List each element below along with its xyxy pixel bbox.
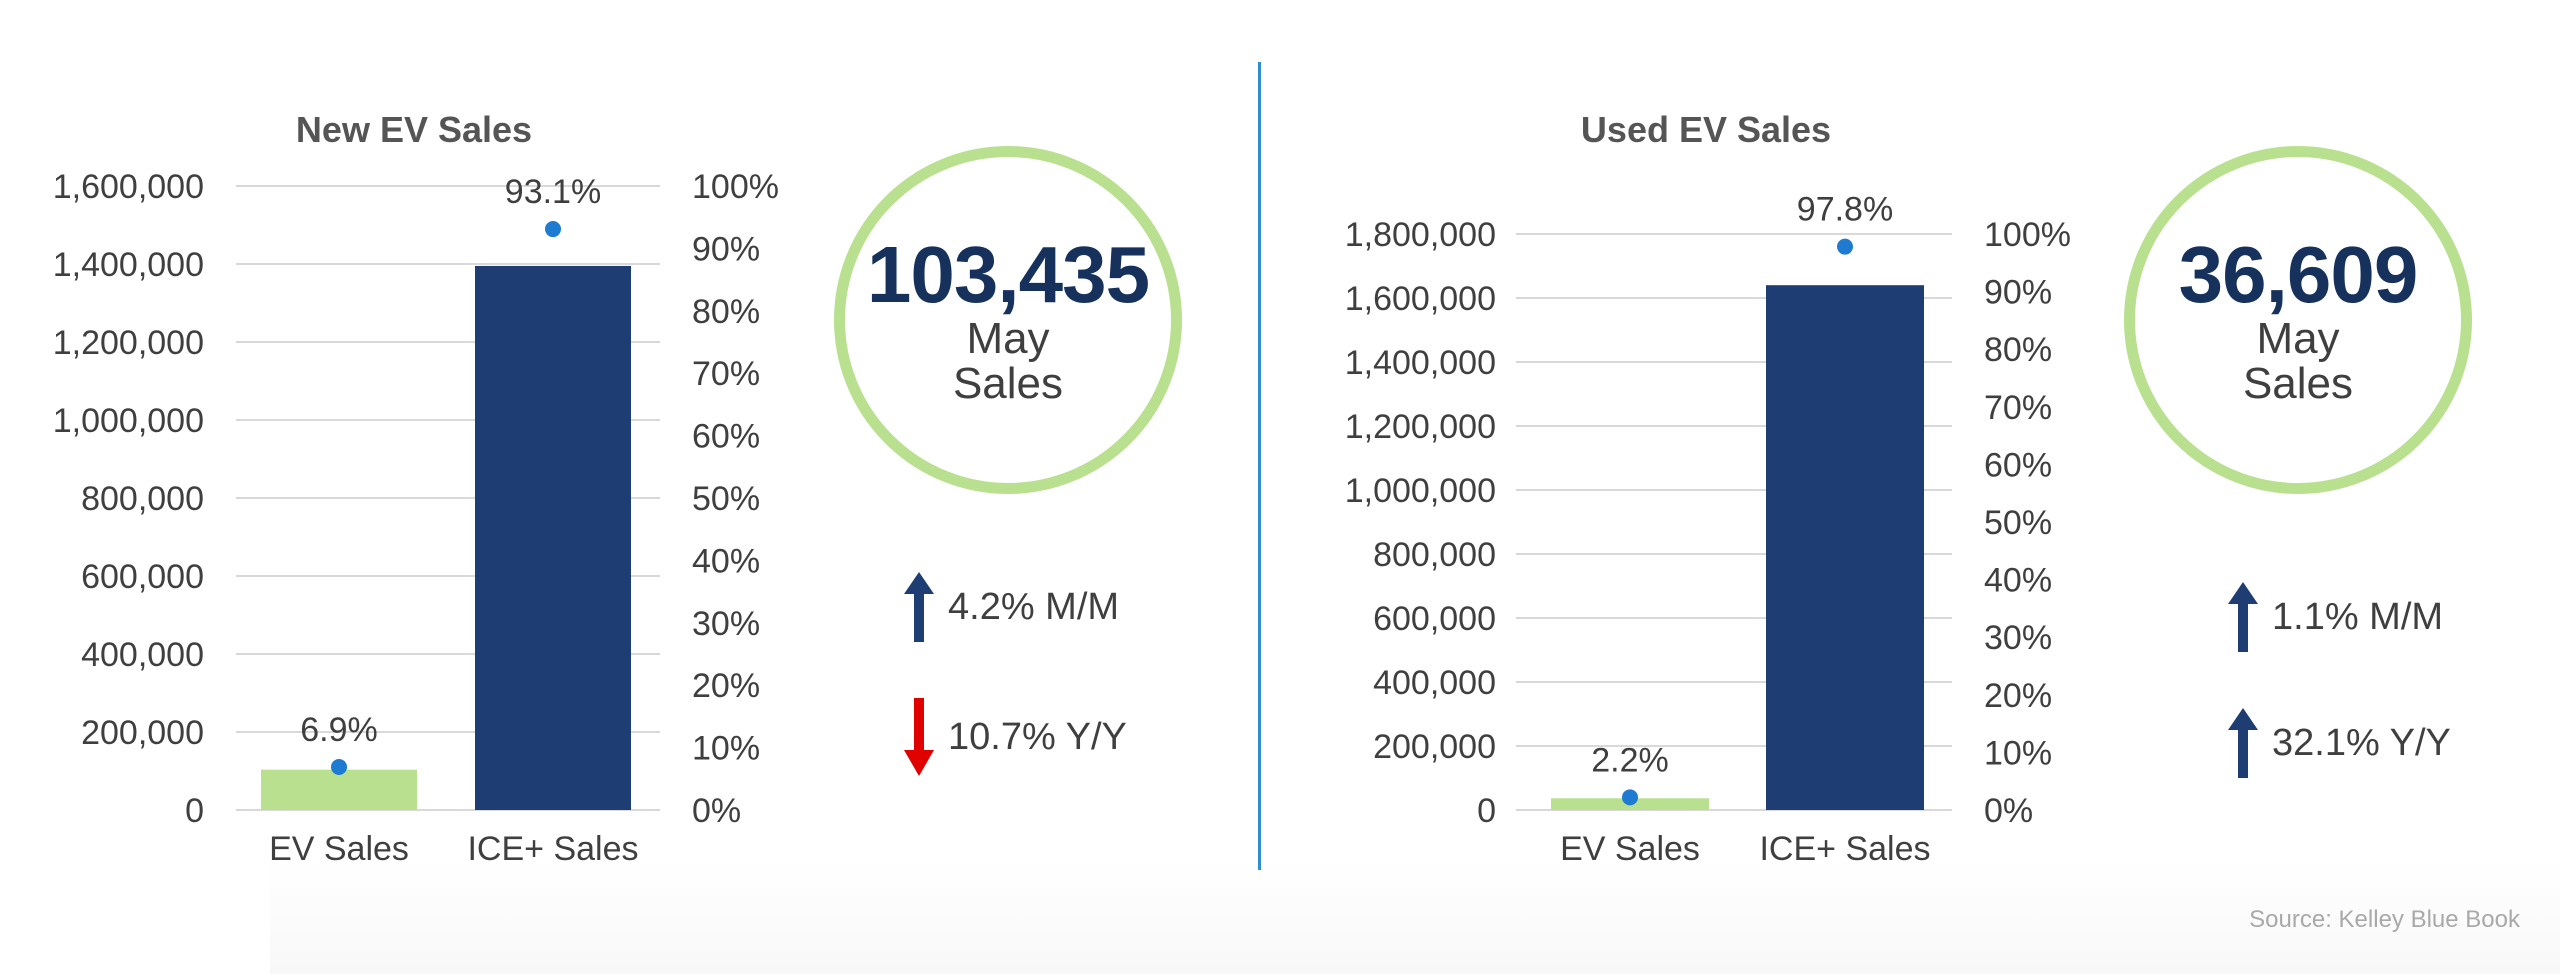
y2-tick-label: 50% xyxy=(1984,504,2052,542)
y-tick-label: 200,000 xyxy=(1373,728,1496,766)
used-mm-change-text: 1.1% M/M xyxy=(2272,595,2444,638)
arrow-up-icon xyxy=(904,572,934,642)
y2-tick-label: 0% xyxy=(692,792,741,830)
y2-tick-label: 20% xyxy=(692,667,760,705)
used-kpi-value: 36,609 xyxy=(2178,230,2419,319)
used-mm-change: 1.1% M/M xyxy=(2214,582,2443,652)
y2-tick-label: 50% xyxy=(692,480,760,518)
share-point xyxy=(1622,789,1638,806)
bar-ev-sales xyxy=(261,769,417,810)
chart-title: New EV Sales xyxy=(296,109,532,150)
new-kpi-circle: 103,435 May Sales xyxy=(834,146,1182,494)
y-tick-label: 1,400,000 xyxy=(1345,344,1496,382)
y-tick-label: 1,600,000 xyxy=(1345,280,1496,318)
new-yy-change: 10.7% Y/Y xyxy=(890,698,1127,776)
y-tick-label: 1,200,000 xyxy=(53,324,204,362)
y-tick-label: 800,000 xyxy=(1373,536,1496,574)
share-point xyxy=(545,221,561,238)
category-label: ICE+ Sales xyxy=(467,830,638,868)
y2-tick-label: 10% xyxy=(692,730,760,768)
new-kpi-label-line2: Sales xyxy=(952,359,1064,408)
bottom-shade xyxy=(270,860,2560,974)
y2-tick-label: 80% xyxy=(1984,331,2052,369)
y2-tick-label: 40% xyxy=(1984,562,2052,600)
category-label: EV Sales xyxy=(1560,830,1700,868)
used-yy-change: 32.1% Y/Y xyxy=(2214,708,2451,778)
y-tick-label: 1,800,000 xyxy=(1345,216,1496,254)
bar-ice-sales xyxy=(1766,285,1924,810)
new-kpi-value: 103,435 xyxy=(866,230,1150,319)
y-tick-label: 1,600,000 xyxy=(53,168,204,206)
y-tick-label: 800,000 xyxy=(81,480,204,518)
y-tick-label: 1,200,000 xyxy=(1345,408,1496,446)
y2-tick-label: 0% xyxy=(1984,792,2033,830)
share-label: 2.2% xyxy=(1591,741,1669,779)
used-kpi-label-line1: May xyxy=(2256,314,2340,363)
used-kpi-label-line2: Sales xyxy=(2242,359,2354,408)
y2-tick-label: 20% xyxy=(1984,677,2052,715)
share-point xyxy=(1837,238,1853,255)
new-ev-sales-chart: New EV Sales 0 200,000 400,000 600,000 800,00… xyxy=(53,109,779,868)
y-tick-label: 600,000 xyxy=(81,558,204,596)
source-note: Source: Kelley Blue Book xyxy=(2249,906,2520,933)
y2-tick-label: 70% xyxy=(1984,389,2052,427)
category-label: EV Sales xyxy=(269,830,409,868)
panel-divider xyxy=(1258,62,1261,870)
share-label: 6.9% xyxy=(300,711,378,749)
y2-tick-label: 90% xyxy=(1984,274,2052,312)
category-label: ICE+ Sales xyxy=(1759,830,1930,868)
used-kpi-circle: 36,609 May Sales xyxy=(2124,146,2472,494)
arrow-up-icon xyxy=(2228,582,2258,652)
arrow-up-icon xyxy=(2228,708,2258,778)
y2-tick-label: 100% xyxy=(692,168,779,206)
bar-ice-sales xyxy=(475,265,631,810)
y2-tick-label: 40% xyxy=(692,542,760,580)
y-tick-label: 1,400,000 xyxy=(53,246,204,284)
used-yy-change-text: 32.1% Y/Y xyxy=(2272,721,2451,764)
used-ev-sales-chart: Used EV Sales 0 200,000 400,000 600,000 800,0… xyxy=(1345,109,2071,868)
y2-tick-label: 10% xyxy=(1984,734,2052,772)
y-tick-label: 0 xyxy=(185,792,204,830)
y2-tick-label: 90% xyxy=(692,230,760,268)
y-tick-label: 200,000 xyxy=(81,714,204,752)
y2-tick-label: 60% xyxy=(1984,446,2052,484)
share-label: 93.1% xyxy=(505,173,601,211)
share-label: 97.8% xyxy=(1797,191,1893,229)
y-tick-label: 1,000,000 xyxy=(1345,472,1496,510)
new-kpi-label-line1: May xyxy=(966,314,1050,363)
y2-tick-label: 100% xyxy=(1984,216,2071,254)
y2-tick-label: 70% xyxy=(692,355,760,393)
y-tick-label: 1,000,000 xyxy=(53,402,204,440)
share-point xyxy=(331,758,347,775)
y2-tick-label: 80% xyxy=(692,293,760,331)
y2-tick-label: 60% xyxy=(692,418,760,456)
new-mm-change: 4.2% M/M xyxy=(890,572,1119,642)
y2-tick-label: 30% xyxy=(1984,619,2052,657)
chart-title: Used EV Sales xyxy=(1581,109,1831,150)
new-mm-change-text: 4.2% M/M xyxy=(948,585,1120,628)
y-tick-label: 400,000 xyxy=(1373,664,1496,702)
y-tick-label: 0 xyxy=(1477,792,1496,830)
y2-tick-label: 30% xyxy=(692,605,760,643)
new-yy-change-text: 10.7% Y/Y xyxy=(948,715,1127,758)
y-tick-label: 600,000 xyxy=(1373,600,1496,638)
arrow-down-icon xyxy=(904,698,934,776)
y-tick-label: 400,000 xyxy=(81,636,204,674)
